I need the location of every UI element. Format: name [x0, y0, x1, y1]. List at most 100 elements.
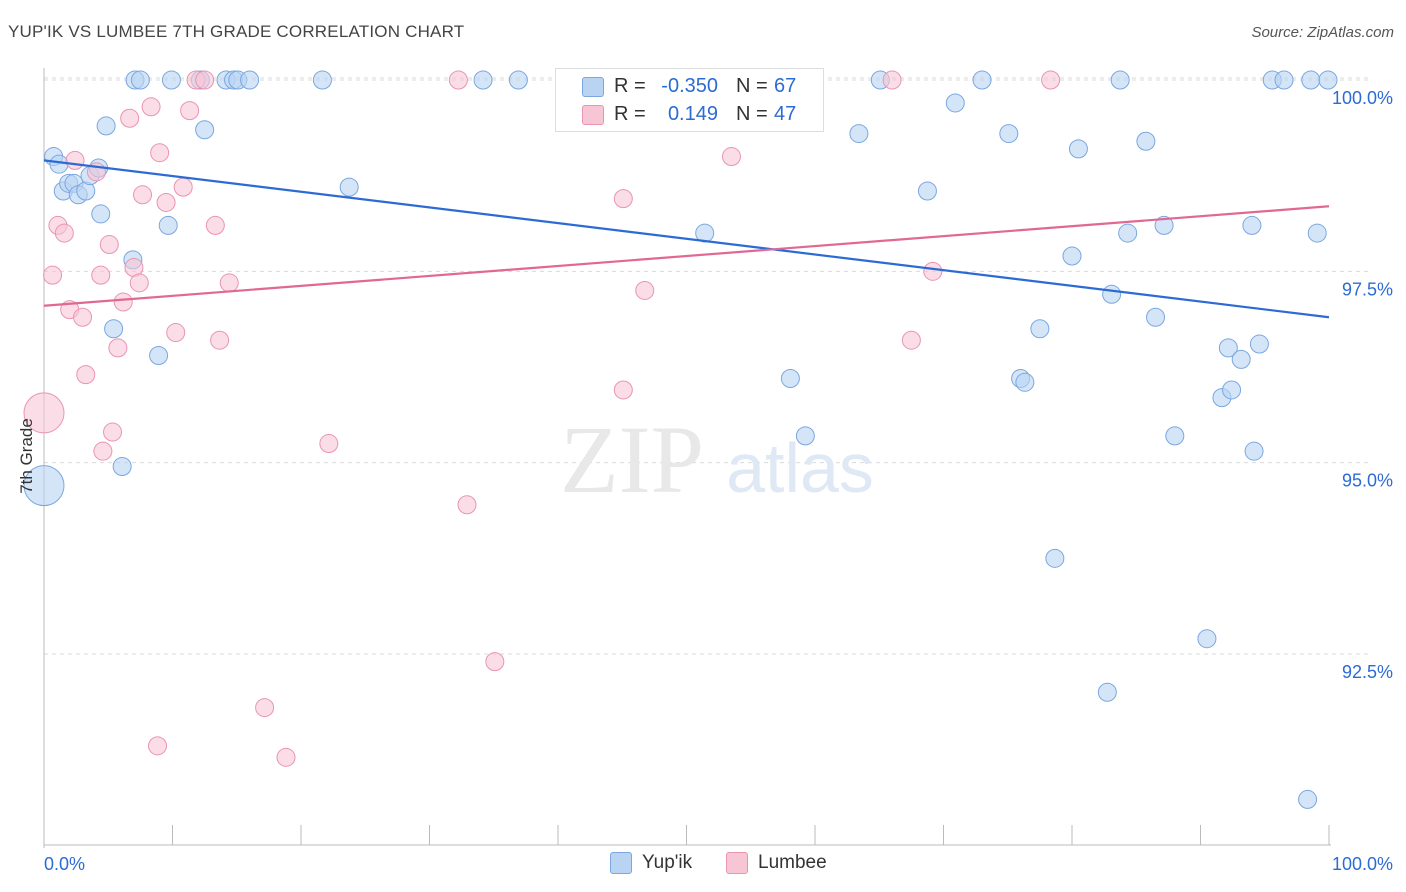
yupik-point: [23, 465, 65, 507]
lumbee-n-value: 47: [774, 103, 797, 125]
yupik-point: [1318, 70, 1338, 90]
yupik-point: [1249, 334, 1269, 354]
yupik-point: [849, 124, 869, 144]
lumbee-point: [150, 143, 170, 163]
lumbee-point: [166, 323, 186, 343]
yupik-point: [1274, 70, 1294, 90]
yupik-point: [1218, 338, 1238, 358]
yupik-swatch: [582, 77, 604, 97]
lumbee-swatch: [582, 105, 604, 125]
yupik-point: [917, 181, 937, 201]
lumbee-point: [448, 70, 468, 90]
lumbee-point: [173, 177, 193, 197]
lumbee-point: [73, 307, 93, 327]
yupik-point: [1242, 215, 1262, 235]
yupik-point: [1136, 131, 1156, 151]
lumbee-point: [148, 736, 168, 756]
yupik-point: [1118, 223, 1138, 243]
yupik-point: [1102, 284, 1122, 304]
source-label: Source: ZipAtlas.com: [1251, 24, 1394, 41]
lumbee-point: [457, 495, 477, 515]
yupik-point: [158, 215, 178, 235]
yupik-point: [1015, 372, 1035, 392]
yupik-r-label: R =: [614, 75, 646, 97]
lumbee-point: [43, 265, 63, 285]
yupik-point: [473, 70, 493, 90]
yupik-point: [91, 204, 111, 224]
y-axis-title: 7th Grade: [17, 418, 36, 494]
x-tick-label-max: 100.0%: [1332, 854, 1393, 874]
yupik-point: [195, 120, 215, 140]
yupik-n-value: 67: [774, 75, 797, 97]
lumbee-point: [613, 189, 633, 209]
watermark-zip: ZIP: [560, 406, 704, 513]
yupik-point: [1146, 307, 1166, 327]
legend-yupik-label: Yup'ik: [642, 852, 693, 874]
lumbee-point: [485, 652, 505, 672]
labels-layer: 100.0% 97.5% 95.0% 92.5% 0.0% 100.0% 7th Grade: [17, 88, 1393, 874]
yupik-point: [1110, 70, 1130, 90]
yupik-point: [1154, 215, 1174, 235]
yupik-point: [1298, 789, 1318, 809]
legend-lumbee-swatch: [726, 852, 748, 874]
yupik-point: [1231, 349, 1251, 369]
lumbee-point: [120, 108, 140, 128]
x-tick-label-min: 0.0%: [44, 854, 85, 874]
lumbee-point: [901, 330, 921, 350]
yupik-point: [130, 70, 150, 90]
lumbee-point: [635, 280, 655, 300]
y-tick-label: 100.0%: [1332, 88, 1393, 108]
yupik-point: [240, 70, 260, 90]
lumbee-point: [23, 392, 65, 434]
y-tick-label: 92.5%: [1342, 662, 1393, 682]
yupik-point: [104, 319, 124, 339]
stats-legend-row-lumbee: R = 0.149 N = 47: [556, 99, 823, 129]
legend-item-lumbee: Lumbee: [726, 852, 827, 874]
lumbee-point: [276, 747, 296, 767]
yupik-point: [1307, 223, 1327, 243]
lumbee-point: [103, 422, 123, 442]
yupik-point: [161, 70, 181, 90]
yupik-point: [1222, 380, 1242, 400]
lumbee-point: [721, 147, 741, 167]
yupik-point: [312, 70, 332, 90]
y-tick-label: 97.5%: [1342, 279, 1393, 299]
legend-lumbee-label: Lumbee: [758, 852, 827, 874]
yupik-point: [1197, 629, 1217, 649]
lumbee-point: [141, 97, 161, 117]
yupik-point: [1062, 246, 1082, 266]
yupik-point: [112, 456, 132, 476]
yupik-point: [96, 116, 116, 136]
yupik-point: [1301, 70, 1321, 90]
yupik-trend-line: [43, 159, 1330, 319]
lumbee-point: [882, 70, 902, 90]
lumbee-point: [210, 330, 230, 350]
trend-layer: [43, 159, 1330, 319]
yupik-point: [1030, 319, 1050, 339]
yupik-point: [339, 177, 359, 197]
legend-item-yupik: Yup'ik: [610, 852, 692, 874]
lumbee-point: [133, 185, 153, 205]
lumbee-point: [319, 434, 339, 454]
yupik-point: [1165, 426, 1185, 446]
yupik-point: [945, 93, 965, 113]
yupik-point: [1097, 682, 1117, 702]
yupik-point: [972, 70, 992, 90]
lumbee-point: [91, 265, 111, 285]
y-tick-label: 95.0%: [1342, 471, 1393, 491]
lumbee-n-label: N =: [736, 103, 768, 125]
lumbee-point: [54, 223, 74, 243]
stats-legend: R = -0.350 N = 67 R = 0.149 N = 47: [555, 68, 824, 132]
lumbee-point: [923, 261, 943, 281]
lumbee-point: [113, 292, 133, 312]
lumbee-r-value: 0.149: [667, 103, 718, 125]
lumbee-point: [129, 273, 149, 293]
lumbee-point: [219, 273, 239, 293]
yupik-point: [1045, 548, 1065, 568]
lumbee-point: [205, 215, 225, 235]
yupik-point: [1068, 139, 1088, 159]
yupik-r-value: -0.350: [661, 75, 718, 97]
axes-layer: [43, 68, 1331, 848]
yupik-point: [49, 154, 69, 174]
